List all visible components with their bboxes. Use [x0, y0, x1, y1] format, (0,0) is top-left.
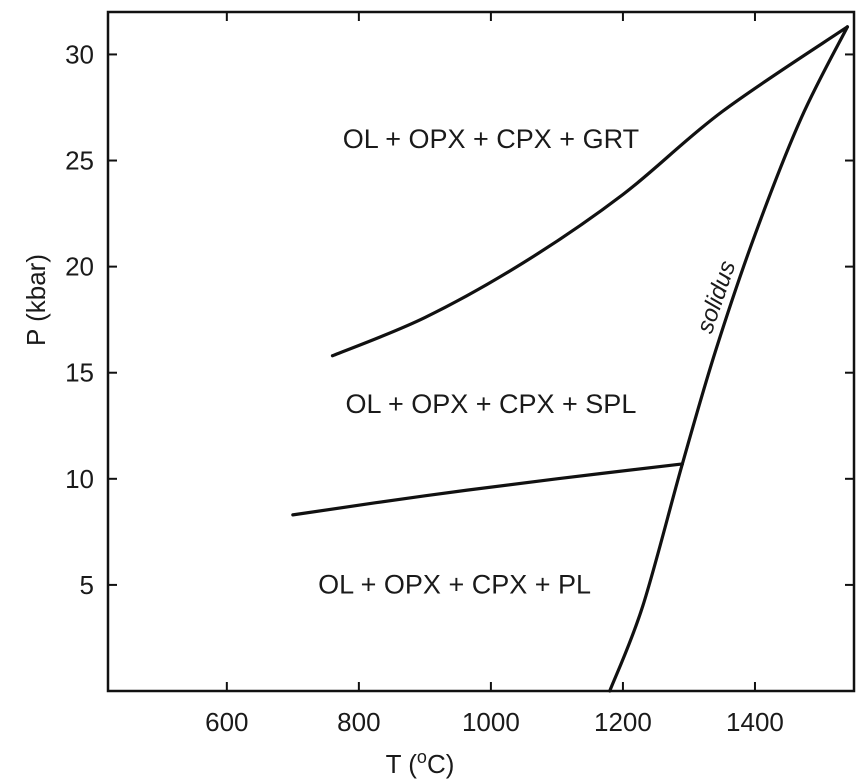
y-tick-label: 5	[80, 570, 94, 600]
grt-spl-boundary	[330, 25, 849, 358]
field-label: OL + OPX + CPX + SPL	[345, 389, 636, 419]
x-tick-label: 600	[205, 707, 248, 737]
x-tick-label: 1400	[726, 707, 784, 737]
field-label: OL + OPX + CPX + GRT	[343, 124, 639, 154]
y-tick-label: 30	[65, 39, 94, 69]
x-tick-label: 1000	[462, 707, 520, 737]
field-label: OL + OPX + CPX + PL	[318, 569, 591, 599]
y-tick-label: 15	[65, 358, 94, 388]
x-axis-label: T (oC)	[386, 747, 455, 779]
y-tick-label: 25	[65, 146, 94, 176]
y-tick-label: 10	[65, 464, 94, 494]
field-labels: OL + OPX + CPX + GRT OL + OPX + CPX + SPL…	[318, 124, 639, 600]
x-tick-label: 1200	[594, 707, 652, 737]
spl-pl-boundary	[291, 462, 684, 517]
solidus-curve	[608, 25, 849, 693]
y-axis-label: P (kbar)	[21, 254, 51, 346]
x-tick-label: 800	[337, 707, 380, 737]
axis-ticks: 600 800 1000 1200 1400 5 10 15 20 25 30	[65, 12, 854, 737]
phase-boundaries	[291, 25, 849, 693]
plot-frame	[106, 10, 856, 693]
y-tick-label: 20	[65, 252, 94, 282]
